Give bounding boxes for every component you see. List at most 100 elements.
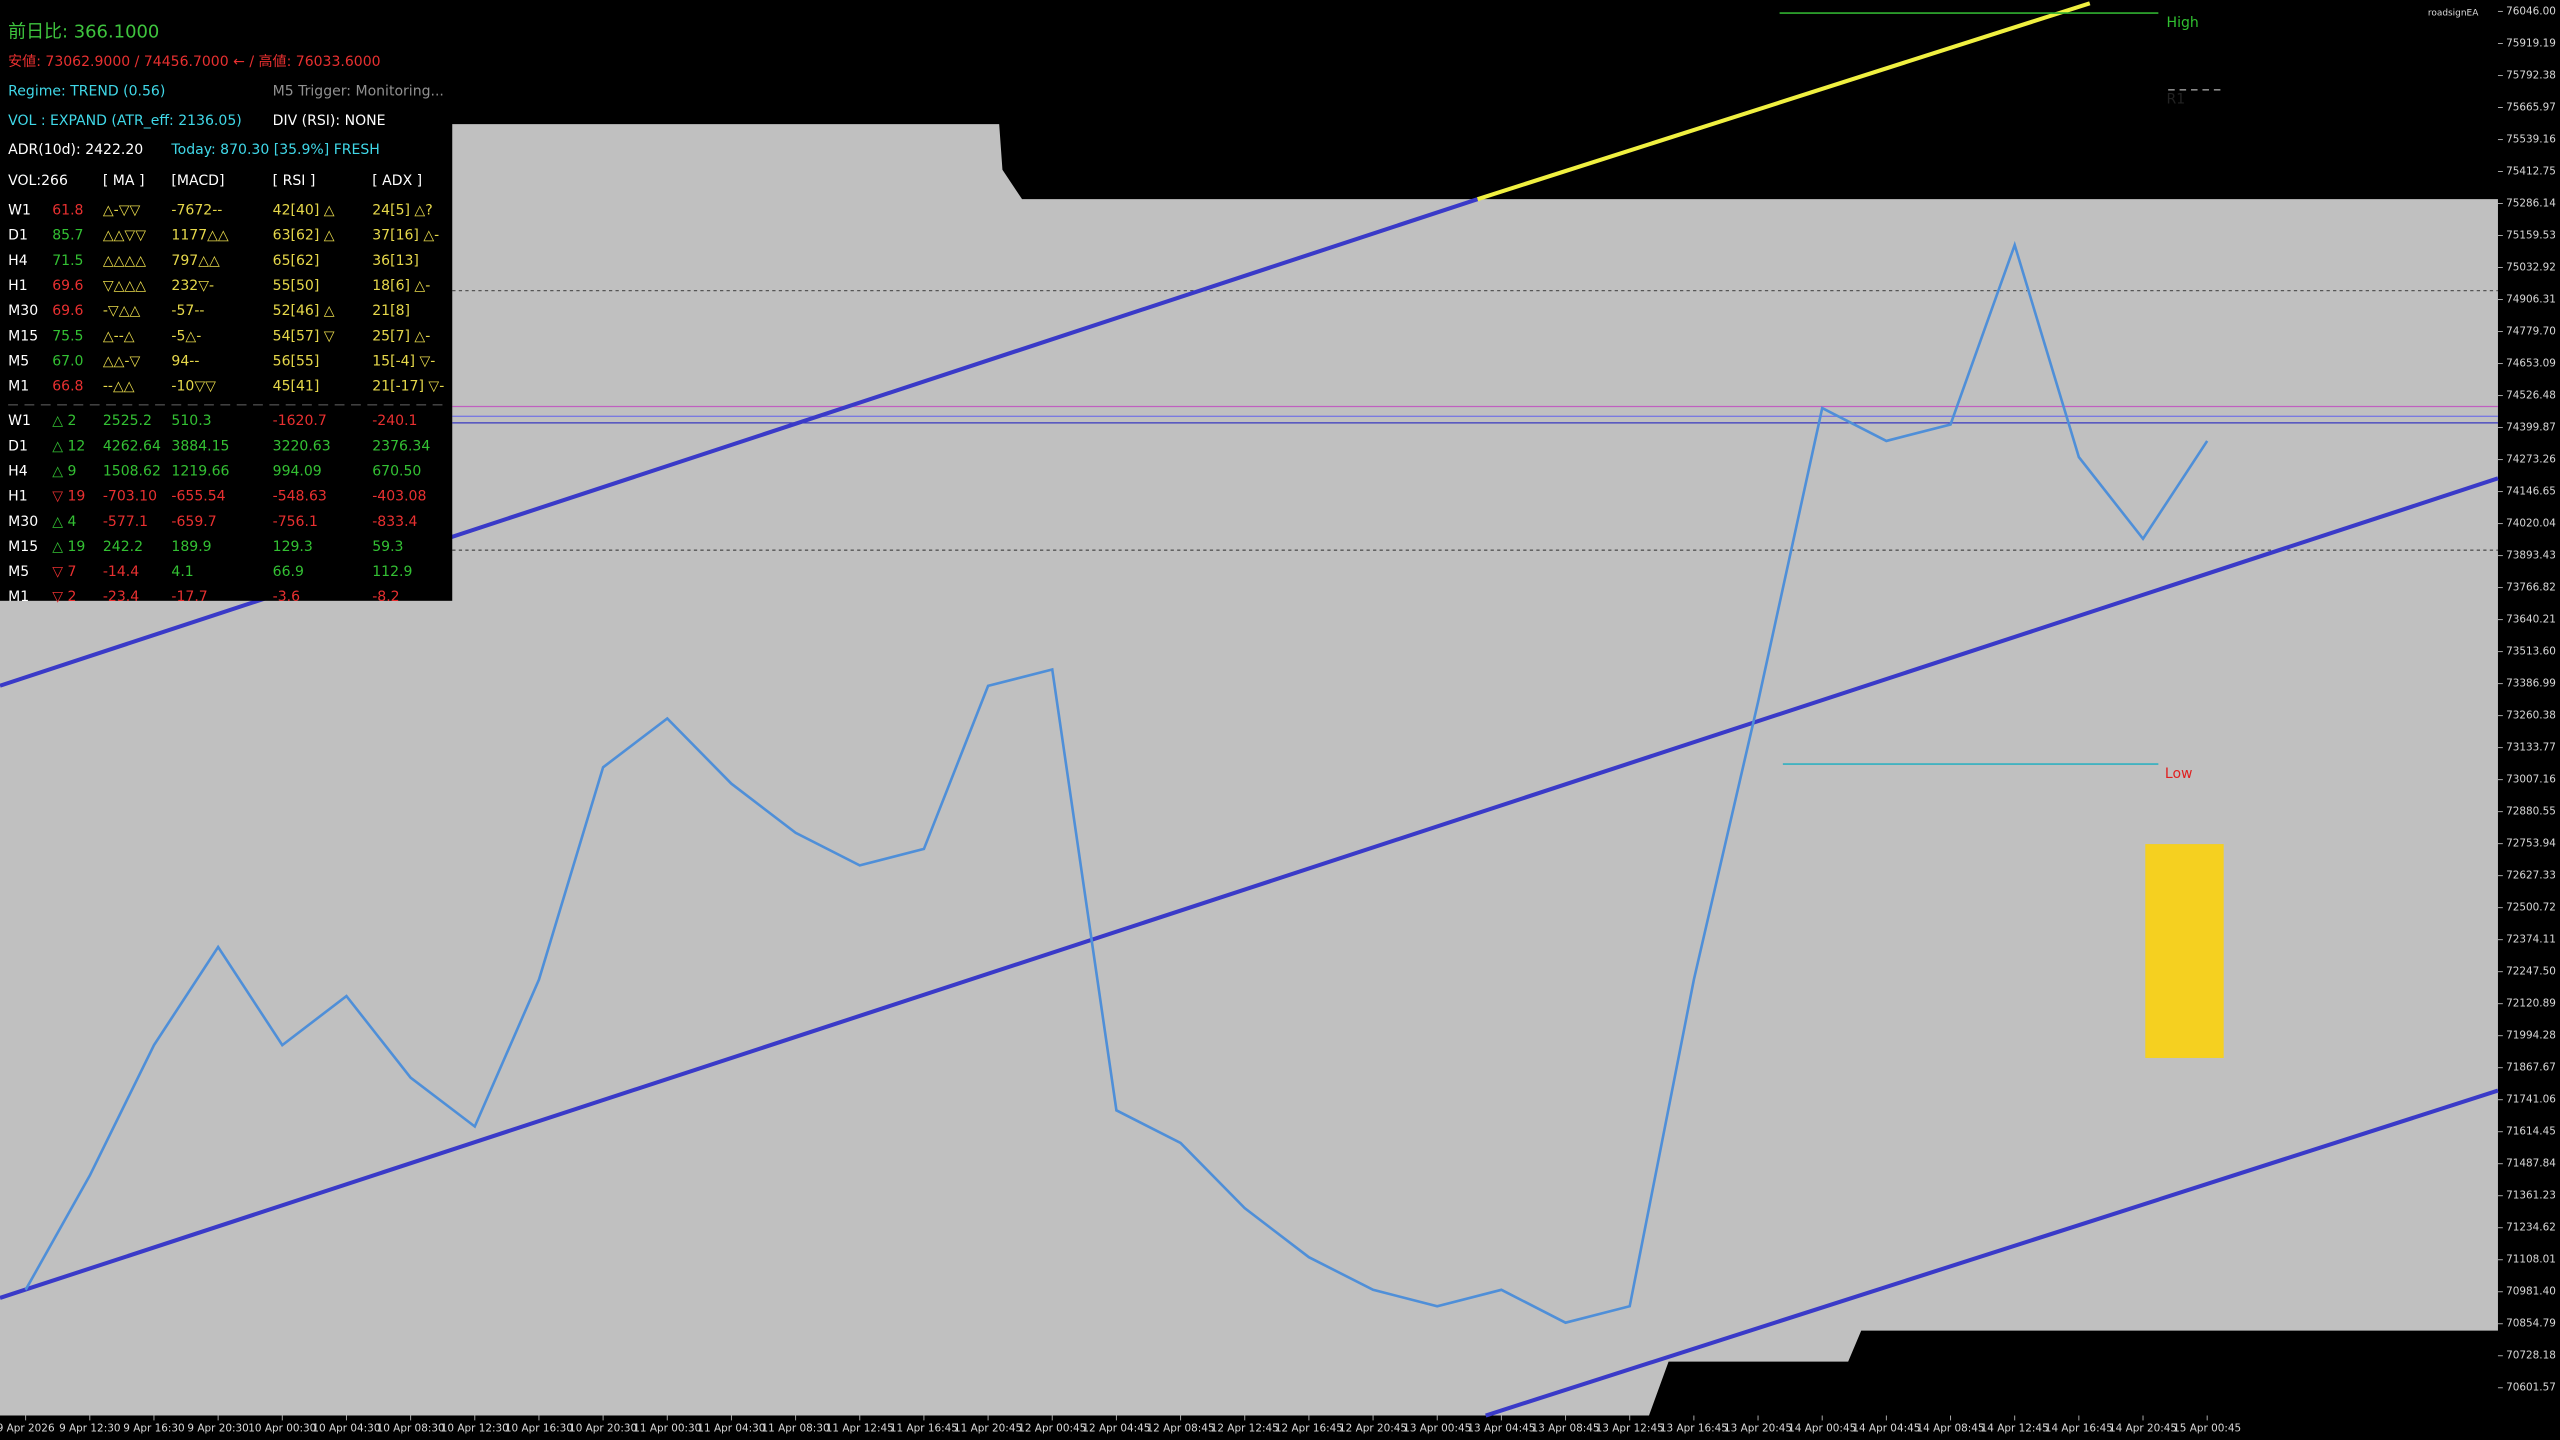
table-cell: 232▽-	[171, 278, 214, 294]
table-cell: -14.4	[103, 564, 139, 580]
y-tick-label: 74146.65	[2506, 486, 2556, 498]
table-cell: 1177△△	[171, 228, 228, 244]
table-cell: △ 12	[52, 438, 85, 454]
table-cell: 994.09	[273, 464, 322, 480]
y-tick-label: 73260.38	[2506, 710, 2556, 722]
y-tick-label: 73640.21	[2506, 614, 2556, 626]
regime-text: Regime: TREND (0.56)	[8, 83, 165, 99]
table-cell: 1508.62	[103, 464, 161, 480]
table-cell: △--△	[103, 328, 135, 344]
change-text: 前日比: 366.1000	[8, 22, 159, 43]
table-cell: 25[7] △-	[372, 328, 430, 344]
table-cell: 36[13]	[372, 253, 419, 269]
y-tick-label: 75159.53	[2506, 230, 2556, 242]
table-cell: M1	[8, 589, 29, 605]
table-cell: 129.3	[273, 539, 313, 555]
table-cell: -659.7	[171, 514, 216, 530]
y-tick-label: 72500.72	[2506, 902, 2556, 914]
y-tick-label: 73893.43	[2506, 550, 2556, 562]
table-cell: △△-▽	[103, 353, 141, 369]
table-cell: -240.1	[372, 413, 417, 429]
y-tick-label: 75792.38	[2506, 70, 2556, 82]
table-cell: -17.7	[171, 589, 207, 605]
y-tick-label: 74399.87	[2506, 422, 2556, 434]
x-tick-label: 14 Apr 16:45	[2045, 1423, 2113, 1435]
table-cell: △ 2	[52, 413, 76, 429]
table-cell: 52[46] △	[273, 303, 335, 319]
table-cell: M30	[8, 303, 38, 319]
table-cell: △ 9	[52, 464, 76, 480]
y-tick-label: 70981.40	[2506, 1286, 2556, 1298]
x-tick-label: 9 Apr 2026	[0, 1423, 55, 1435]
table-cell: M1	[8, 379, 29, 395]
table-cell: M5	[8, 564, 29, 580]
x-tick-label: 13 Apr 04:45	[1467, 1423, 1535, 1435]
y-tick-label: 72753.94	[2506, 838, 2556, 850]
channel-line	[0, 197, 1479, 688]
table-cell: 242.2	[103, 539, 143, 555]
x-tick-label: 11 Apr 20:45	[954, 1423, 1022, 1435]
table-cell: 15[-4] ▽-	[372, 353, 435, 369]
table-cell: 61.8	[52, 203, 83, 219]
watermark: roadsignEA	[2428, 9, 2479, 19]
table-cell: 55[50]	[273, 278, 320, 294]
x-tick-label: 14 Apr 08:45	[1916, 1423, 1984, 1435]
y-tick-label: 74906.31	[2506, 294, 2556, 306]
table-cell: 54[57] ▽	[273, 328, 335, 344]
x-tick-label: 14 Apr 00:45	[1788, 1423, 1856, 1435]
table-cell: W1	[8, 413, 31, 429]
table-cell: 65[62]	[273, 253, 320, 269]
y-tick-label: 71614.45	[2506, 1126, 2556, 1138]
table-cell: -833.4	[372, 514, 417, 530]
x-tick-label: 13 Apr 20:45	[1724, 1423, 1792, 1435]
table-cell: W1	[8, 203, 31, 219]
table-cell: △ 19	[52, 539, 85, 555]
table-cell: ▽ 19	[52, 489, 85, 505]
table-cell: -703.10	[103, 489, 157, 505]
table-cell: -57--	[171, 303, 204, 319]
table-cell: 56[55]	[273, 353, 320, 369]
x-tick-label: 12 Apr 16:45	[1275, 1423, 1343, 1435]
channel-line	[0, 476, 2499, 1300]
table-cell: M15	[8, 539, 38, 555]
table-cell: 45[41]	[273, 379, 320, 395]
table-cell: △-▽▽	[103, 203, 141, 219]
x-tick-label: 12 Apr 12:45	[1211, 1423, 1279, 1435]
y-tick-label: 75539.16	[2506, 134, 2556, 146]
y-tick-label: 75412.75	[2506, 166, 2556, 178]
x-tick-label: 14 Apr 12:45	[1981, 1423, 2049, 1435]
table-cell: 2376.34	[372, 438, 430, 454]
table-cell: -655.54	[171, 489, 225, 505]
table-cell: 37[16] △-	[372, 228, 439, 244]
y-tick-label: 75032.92	[2506, 262, 2556, 274]
table-cell: 797△△	[171, 253, 220, 269]
x-tick-label: 12 Apr 00:45	[1018, 1423, 1086, 1435]
y-tick-label: 72247.50	[2506, 966, 2556, 978]
y-tick-label: 75919.19	[2506, 37, 2556, 49]
x-tick-label: 10 Apr 16:30	[505, 1423, 573, 1435]
table-cell: -▽△△	[103, 303, 141, 319]
y-tick-label: 71867.67	[2506, 1062, 2556, 1074]
table-cell: 112.9	[372, 564, 412, 580]
table-cell: -3.6	[273, 589, 300, 605]
table-cell: -7672--	[171, 203, 222, 219]
x-tick-label: 15 Apr 00:45	[2173, 1423, 2241, 1435]
y-tick-label: 74020.04	[2506, 518, 2556, 530]
table-cell: 4262.64	[103, 438, 161, 454]
x-tick-label: 9 Apr 12:30	[59, 1423, 120, 1435]
y-tick-label: 72374.11	[2506, 934, 2556, 946]
table-cell: 3884.15	[171, 438, 229, 454]
table-cell: D1	[8, 228, 28, 244]
table-header: [MACD]	[171, 173, 224, 189]
x-tick-label: 13 Apr 16:45	[1660, 1423, 1728, 1435]
y-tick-label: 73766.82	[2506, 582, 2556, 594]
table-cell: D1	[8, 438, 28, 454]
table-cell: ▽ 2	[52, 589, 76, 605]
vol-text: VOL : EXPAND (ATR_eff: 2136.05)	[8, 113, 242, 129]
channel-line	[1476, 1, 2091, 202]
y-tick-label: 76046.00	[2506, 5, 2556, 17]
y-tick-label: 74526.48	[2506, 390, 2556, 402]
y-tick-label: 70728.18	[2506, 1350, 2556, 1362]
price-line	[24, 240, 2209, 1325]
table-cell: H1	[8, 278, 27, 294]
